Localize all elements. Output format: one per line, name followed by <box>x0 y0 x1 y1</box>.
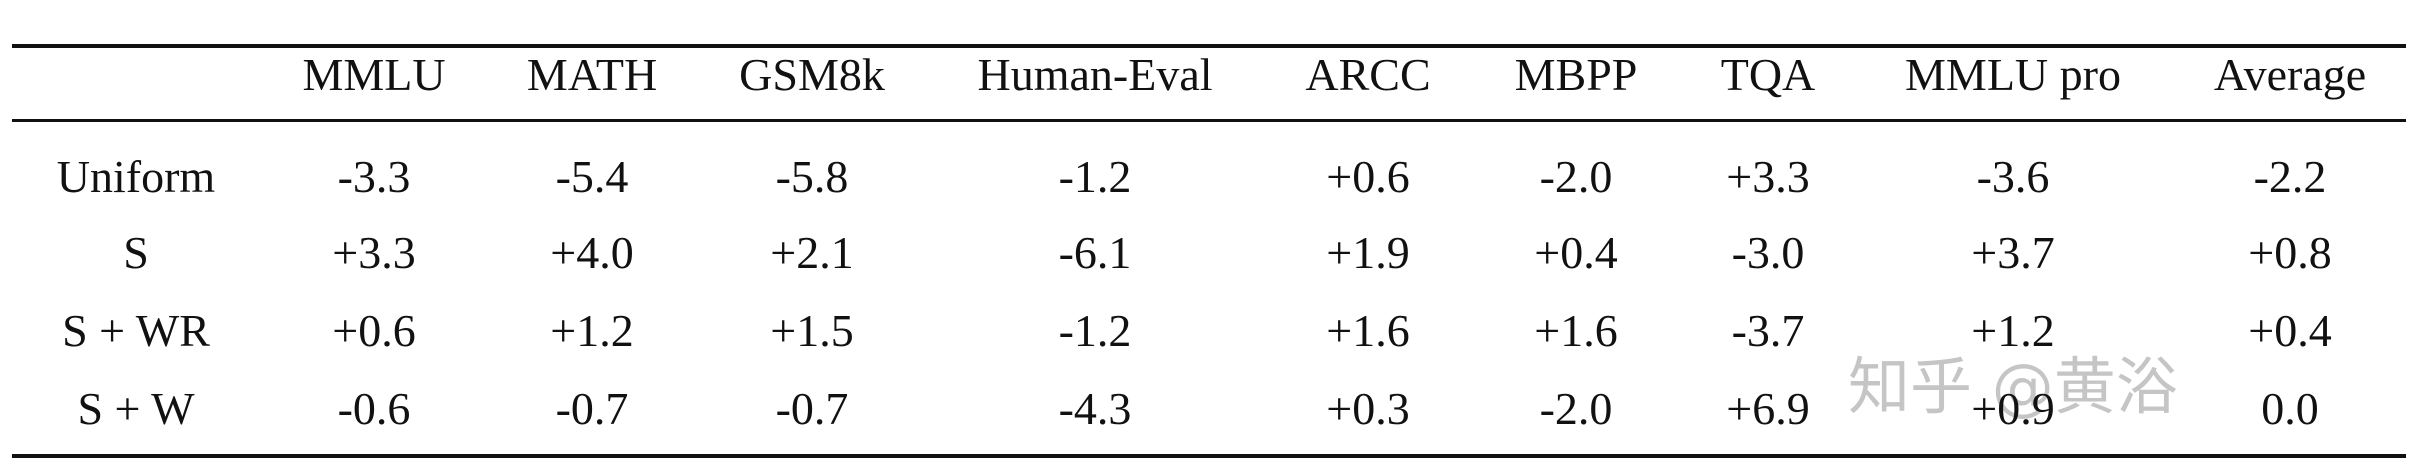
row-label: S <box>123 227 149 278</box>
cell-value: -3.3 <box>337 151 411 202</box>
cell-value: +0.3 <box>1326 383 1410 434</box>
column-header: TQA <box>1720 49 1816 100</box>
cell-value: +3.7 <box>1971 227 2055 278</box>
cell-value: -4.3 <box>1058 383 1132 434</box>
watermark: 知乎 @黄浴 <box>1848 350 2178 423</box>
row-label: S + WR <box>62 305 210 356</box>
cell-value: -3.6 <box>1976 151 2050 202</box>
row-label: S + W <box>77 383 195 434</box>
cell-value: +0.9 <box>1971 383 2055 434</box>
cell-value: +1.2 <box>550 305 634 356</box>
cell-value: +0.6 <box>1326 151 1410 202</box>
cell-value: -3.7 <box>1731 305 1805 356</box>
cell-value: +1.9 <box>1326 227 1410 278</box>
cell-value: +3.3 <box>1726 151 1810 202</box>
cell-value: +0.4 <box>2248 305 2332 356</box>
cell-value: +1.6 <box>1326 305 1410 356</box>
column-header: MMLU <box>302 49 446 100</box>
column-header: Average <box>2213 49 2367 100</box>
column-header: MATH <box>526 49 658 100</box>
mid-rule <box>12 119 2406 122</box>
column-header: ARCC <box>1305 49 1431 100</box>
cell-value: -2.0 <box>1539 383 1613 434</box>
cell-value: +1.5 <box>770 305 854 356</box>
bottom-rule <box>12 454 2406 458</box>
cell-value: +3.3 <box>332 227 416 278</box>
cell-value: -2.2 <box>2253 151 2327 202</box>
cell-value: +4.0 <box>550 227 634 278</box>
cell-value: -3.0 <box>1731 227 1805 278</box>
cell-value: -1.2 <box>1058 151 1132 202</box>
column-header: MMLU pro <box>1905 49 2121 100</box>
cell-value: +2.1 <box>770 227 854 278</box>
column-header: GSM8k <box>739 49 885 100</box>
cell-value: -6.1 <box>1058 227 1132 278</box>
cell-value: -0.7 <box>555 383 629 434</box>
cell-value: -0.7 <box>775 383 849 434</box>
cell-value: -2.0 <box>1539 151 1613 202</box>
cell-value: +0.6 <box>332 305 416 356</box>
row-label: Uniform <box>56 151 216 202</box>
top-rule <box>12 44 2406 48</box>
cell-value: +0.4 <box>1534 227 1618 278</box>
cell-value: +1.6 <box>1534 305 1618 356</box>
cell-value: +1.2 <box>1971 305 2055 356</box>
cell-value: -5.8 <box>775 151 849 202</box>
column-header: MBPP <box>1514 49 1638 100</box>
cell-value: -1.2 <box>1058 305 1132 356</box>
cell-value: +6.9 <box>1726 383 1810 434</box>
column-header: Human-Eval <box>977 49 1213 100</box>
cell-value: -0.6 <box>337 383 411 434</box>
cell-value: +0.8 <box>2248 227 2332 278</box>
cell-value: -5.4 <box>555 151 629 202</box>
cell-value: 0.0 <box>2261 383 2319 434</box>
